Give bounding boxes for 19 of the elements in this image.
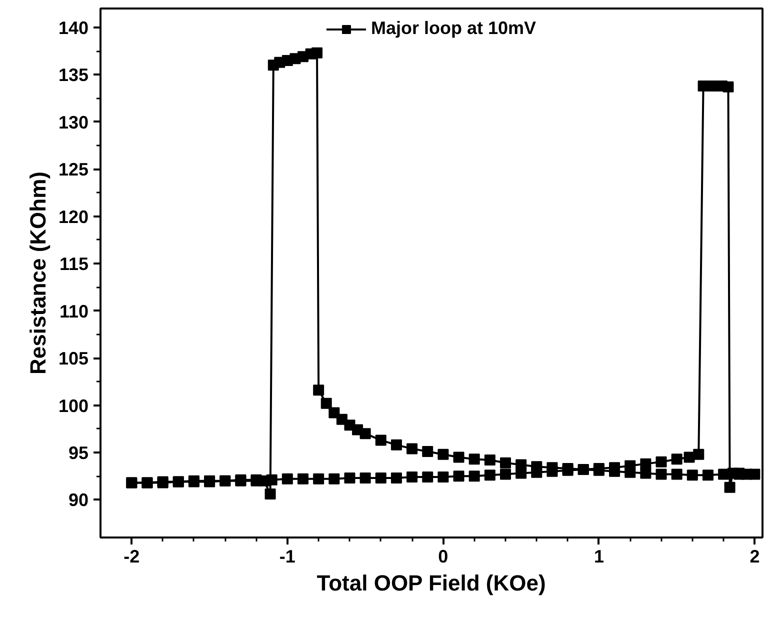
- x-tick-label: -2: [124, 546, 140, 566]
- x-tick-label: 2: [750, 546, 760, 566]
- y-tick-label: 115: [59, 254, 89, 274]
- legend-label: Major loop at 10mV: [370, 18, 536, 39]
- y-axis-title: Resistance (KOhm): [25, 172, 50, 374]
- y-tick-label: 135: [58, 65, 89, 86]
- x-tick-label: -1: [279, 546, 296, 566]
- y-tick-label: 105: [58, 348, 89, 369]
- y-tick-label: 95: [68, 442, 89, 463]
- y-tick-label: 110: [59, 301, 89, 322]
- y-tick-label: 130: [58, 112, 89, 132]
- x-axis-title: Total OOP Field (KOe): [316, 570, 546, 596]
- y-tick-label: 140: [58, 18, 89, 38]
- y-tick-label: 125: [58, 160, 89, 180]
- y-tick-label: 120: [58, 206, 89, 227]
- y-tick-label: 90: [68, 490, 89, 510]
- y-tick-label: 100: [58, 396, 89, 416]
- x-tick-label: 0: [438, 546, 448, 566]
- x-tick-label: 1: [594, 546, 604, 566]
